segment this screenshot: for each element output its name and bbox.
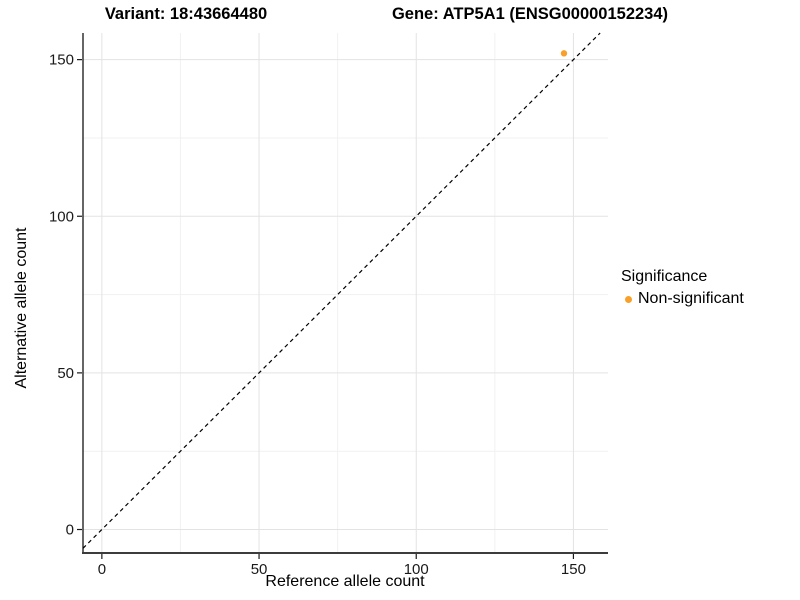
y-tick-label: 0 <box>66 522 74 539</box>
legend-point-icon <box>625 295 632 303</box>
data-point <box>560 50 568 57</box>
legend-title: Significance <box>621 268 708 285</box>
legend: Significance Non-significant <box>621 268 744 308</box>
x-tick-label: 150 <box>561 561 586 578</box>
y-axis-title: Alternative allele count <box>13 227 30 389</box>
x-tick-label: 0 <box>98 561 106 578</box>
legend-item-non-significant: Non-significant <box>621 290 744 308</box>
y-tick-label: 150 <box>49 52 74 69</box>
plot-title-variant: Variant: 18:43664480 <box>104 5 268 23</box>
y-tick-label: 50 <box>57 365 74 382</box>
identity-dashed-line <box>82 32 601 549</box>
x-axis-title: Reference allele count <box>265 573 425 590</box>
legend-item-label: Non-significant <box>638 290 744 307</box>
plot-title-gene: Gene: ATP5A1 (ENSG00000152234) <box>391 5 669 23</box>
y-tick-label: 100 <box>49 208 74 225</box>
x-tick-label: 100 <box>404 561 429 578</box>
x-tick-label: 50 <box>251 561 268 578</box>
